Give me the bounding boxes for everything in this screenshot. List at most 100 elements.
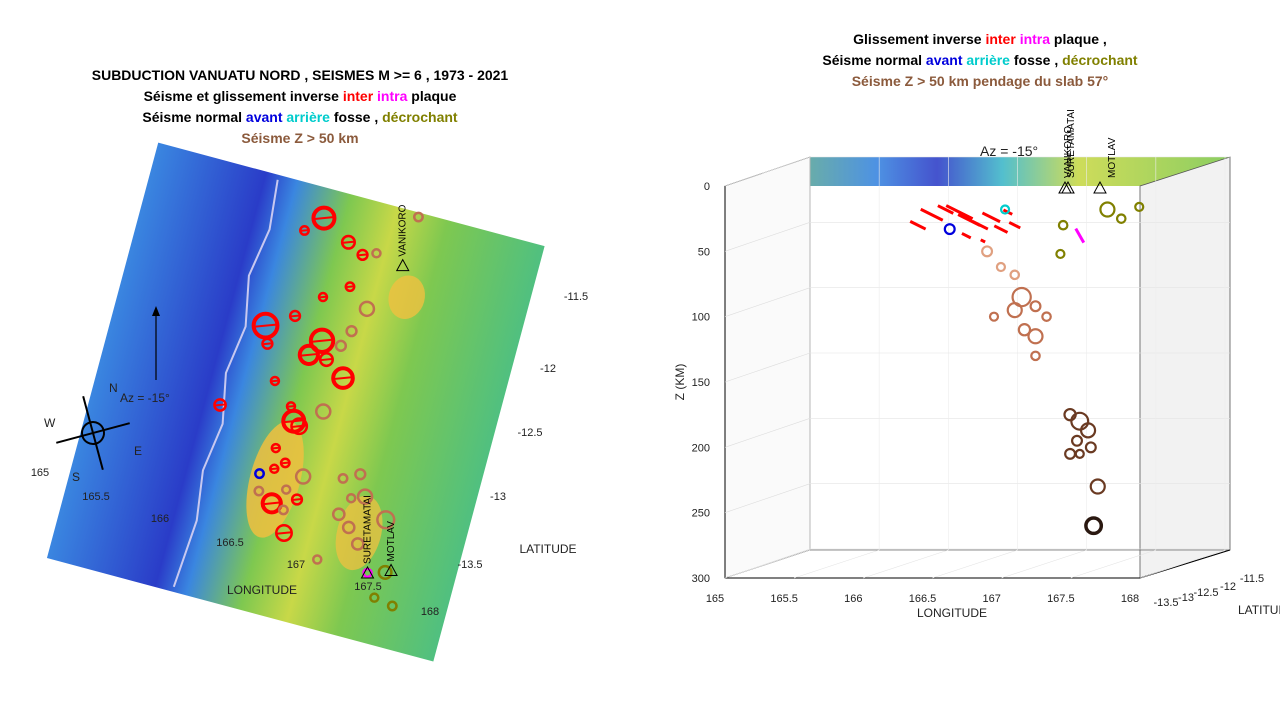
map-title-line-4: Séisme Z > 50 km	[241, 130, 358, 146]
title-segment: inter	[985, 31, 1016, 47]
title-segment: Séisme Z > 50 km pendage du slab 57°	[852, 73, 1109, 89]
depth-ticks-layer: 0 50 100 150 200 250 300 165 165.5 166 166.5 167 167…	[692, 181, 1264, 609]
map-event-marker	[277, 504, 289, 516]
map-event-slip-bar	[320, 357, 333, 362]
depth-event-slip-bar	[980, 238, 986, 244]
map-event-marker	[280, 484, 292, 495]
compass-ew-line	[56, 422, 130, 444]
grid-line-lon-floor	[794, 549, 880, 579]
compass-rose: N S E W	[44, 381, 142, 484]
title-segment: inter	[343, 88, 374, 104]
depth-station-triangle	[1093, 180, 1107, 194]
map-event-slip-bar	[310, 338, 334, 343]
map-lon-tick: 166.5	[216, 537, 244, 549]
right-wall	[1139, 156, 1231, 579]
map-lat-tick: -13	[490, 491, 506, 503]
map-event-marker	[345, 324, 358, 338]
depth-station-triangle	[1058, 180, 1072, 194]
map-event-slip-bar	[280, 461, 290, 465]
map-event-circle	[294, 468, 312, 485]
depth-lat-tick: -11.5	[1240, 573, 1264, 585]
grid-line-lon-floor	[932, 549, 1018, 579]
depth-event-circle	[995, 261, 1007, 273]
depth-event-slip-bar	[971, 220, 989, 231]
map-event-slip-bar	[318, 295, 328, 299]
grid-line-depth-left	[724, 483, 811, 513]
map-event-circle	[413, 211, 424, 223]
map-event-marker	[279, 457, 291, 469]
map-event-slip-bar	[276, 531, 292, 535]
depth-lon-tick: 167.5	[1047, 593, 1075, 605]
map-events-layer	[213, 205, 424, 612]
map-lat-tick: -11.5	[564, 291, 588, 303]
map-title-line-3: Séisme normal avant arrière fosse , décr…	[142, 109, 458, 125]
title-segment: intra	[377, 88, 408, 104]
map-event-marker	[354, 468, 367, 481]
depth-event-circle	[1009, 269, 1021, 281]
depth-z-tick: 150	[692, 377, 710, 389]
map-event-circle	[376, 510, 396, 530]
depth-event-slip-bar	[1008, 221, 1021, 230]
depth-event-circle	[1057, 219, 1069, 231]
title-segment: Séisme Z > 50 km	[241, 130, 358, 146]
map-event-circle	[358, 300, 376, 318]
depth-event-circle	[1084, 516, 1104, 536]
map-event-circle	[356, 488, 374, 505]
depth-event-circle	[1079, 422, 1097, 439]
map-event-marker	[334, 339, 348, 352]
map-event-marker	[344, 281, 356, 293]
depth-station-label: SURETAMATAI	[1066, 109, 1077, 178]
depth-z-tick: 200	[692, 442, 710, 454]
map-event-circle	[345, 324, 358, 338]
depth-z-tick: 100	[692, 312, 710, 324]
map-event-circle	[377, 564, 393, 580]
title-segment: SUBDUCTION VANUATU NORD , SEISMES M >= 6…	[92, 67, 509, 83]
depth-lon-tick: 165.5	[770, 593, 798, 605]
title-segment: décrochant	[382, 109, 458, 125]
depth-event-circle	[1070, 411, 1090, 431]
title-segment: Séisme et glissement inverse	[144, 88, 343, 104]
title-segment: intra	[1020, 31, 1051, 47]
depth-xlabel: LONGITUDE	[917, 606, 987, 620]
map-event-marker	[376, 510, 396, 530]
grid-line-depth-left	[724, 418, 811, 448]
map-event-marker	[261, 337, 274, 350]
map-lat-tick: -12	[540, 363, 556, 375]
map-event-marker	[254, 468, 265, 480]
map-event-marker	[253, 485, 265, 497]
title-segment: fosse ,	[1010, 52, 1062, 68]
title-segment: arrière	[966, 52, 1010, 68]
map-event-marker	[299, 225, 310, 236]
depth-title-line-2: Séisme normal avant arrière fosse , décr…	[822, 52, 1138, 68]
map-station-triangle	[395, 258, 410, 272]
compass-center-circle	[81, 421, 105, 445]
depth-event-circle	[981, 245, 994, 258]
compass-east-label: E	[134, 444, 142, 458]
map-event-circle	[277, 504, 289, 516]
map-event-circle	[350, 537, 365, 551]
grid-line-lon-floor	[1139, 549, 1226, 579]
map-event-marker	[340, 234, 356, 250]
map-station-label: VANIKORO	[398, 204, 409, 256]
depth-lon-tick: 165	[706, 593, 724, 605]
map-event-marker	[275, 524, 293, 542]
depth-event-slip-bar	[909, 220, 927, 231]
map-chart: SUBDUCTION VANUATU NORD , SEISMES M >= 6…	[31, 67, 588, 662]
map-event-marker	[269, 375, 281, 387]
depth-azimuth-label: Az = -15°	[980, 143, 1038, 159]
map-event-marker	[371, 248, 382, 259]
grid-line-lon-floor	[863, 549, 949, 579]
map-event-marker	[377, 564, 393, 580]
title-segment: Glissement inverse	[853, 31, 985, 47]
map-event-marker	[318, 352, 334, 368]
map-event-circle	[311, 205, 337, 231]
map-event-slip-bar	[286, 404, 296, 408]
depth-title: Glissement inverse inter intra plaque , …	[822, 31, 1138, 89]
depth-lon-tick: 168	[1121, 593, 1139, 605]
map-event-marker	[308, 327, 336, 354]
depth-events-layer	[909, 201, 1145, 536]
grid-line-depth-left	[724, 222, 811, 252]
map-ticks-layer: 165 165.5 166 166.5 167 167.5 168 -11.5 -12 -12.5…	[31, 291, 588, 618]
map-event-marker	[251, 311, 280, 340]
north-arrow-head	[152, 306, 160, 316]
